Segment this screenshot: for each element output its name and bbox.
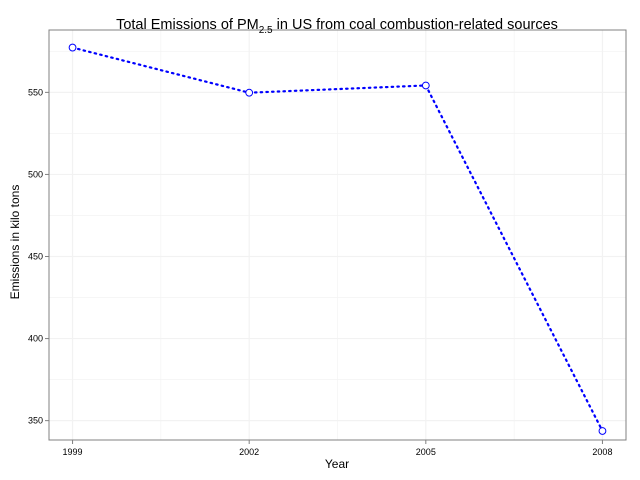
y-tick-label: 500 <box>28 169 43 179</box>
axis-layer: 350 400 450 500 550 1999 2002 2005 2008 <box>28 87 612 457</box>
plot-panel-border <box>48 29 627 441</box>
data-point <box>245 88 254 97</box>
y-tick-label: 450 <box>28 252 43 262</box>
y-tick-label: 400 <box>28 334 43 344</box>
chart-title-prefix: Total Emissions of PM <box>116 17 259 33</box>
chart-title-subscript: 2.5 <box>259 25 273 36</box>
data-point <box>598 427 607 435</box>
series-line <box>71 46 604 433</box>
x-tick-label: 2008 <box>592 447 612 457</box>
x-tick-label: 2005 <box>416 447 436 457</box>
y-tick-label: 550 <box>28 87 43 97</box>
chart-title-suffix: in US from coal combustion-related sourc… <box>273 17 558 33</box>
data-point <box>68 43 77 52</box>
x-tick-label: 2002 <box>239 447 259 457</box>
y-tick-label: 350 <box>28 416 43 426</box>
x-tick-label: 1999 <box>63 447 83 457</box>
chart-title: Total Emissions of PM2.5 in US from coal… <box>116 17 558 36</box>
data-point <box>421 81 430 90</box>
series-layer <box>68 43 607 435</box>
y-axis-title: Emissions in kilo tons <box>8 185 22 300</box>
x-axis-title: Year <box>325 457 349 471</box>
grid <box>49 30 626 440</box>
